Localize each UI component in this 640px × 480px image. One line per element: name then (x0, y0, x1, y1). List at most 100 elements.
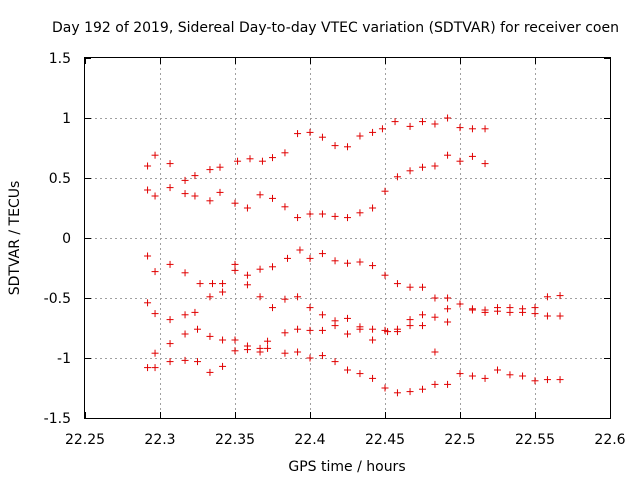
y-tick-label: 0.5 (49, 171, 71, 187)
data-point (369, 325, 377, 333)
data-point (246, 155, 254, 163)
data-point (419, 322, 426, 330)
y-tick-label: -1 (57, 351, 71, 367)
data-point (344, 214, 351, 222)
data-point (356, 132, 364, 140)
data-point (431, 380, 439, 388)
data-point (243, 204, 251, 212)
data-point (468, 306, 476, 314)
data-point (216, 188, 224, 196)
data-point (556, 292, 564, 300)
data-point (206, 293, 214, 301)
y-tick-label: -1.5 (44, 411, 71, 427)
data-point (206, 166, 214, 174)
y-tick-label: 1.5 (49, 51, 71, 67)
data-point (393, 328, 401, 336)
data-point (206, 197, 214, 205)
data-point (406, 316, 414, 324)
data-point (369, 262, 377, 270)
data-point (531, 377, 539, 385)
data-point (181, 311, 189, 319)
data-point (306, 354, 314, 362)
data-point (144, 186, 152, 194)
data-point (318, 326, 326, 334)
data-point (431, 120, 439, 128)
data-point (181, 356, 189, 364)
data-point (269, 154, 276, 162)
data-point (344, 330, 351, 338)
data-point (231, 260, 239, 268)
data-point (151, 310, 159, 318)
data-point (306, 326, 314, 334)
data-point (196, 280, 204, 288)
data-point (264, 337, 272, 345)
data-point (243, 346, 251, 354)
data-point (506, 371, 514, 379)
x-tick-label: 22.6 (594, 432, 625, 448)
data-point (306, 304, 314, 312)
data-point (481, 160, 489, 168)
data-point (506, 308, 514, 316)
data-point (219, 362, 227, 370)
data-point (281, 329, 289, 337)
data-point (331, 212, 339, 220)
x-tick-label: 22.25 (65, 432, 105, 448)
data-point (216, 163, 224, 171)
data-point (468, 372, 476, 380)
data-point (444, 305, 452, 313)
data-point (444, 151, 452, 159)
x-tick-label: 22.4 (294, 432, 325, 448)
data-point (344, 366, 351, 374)
data-point (378, 125, 386, 133)
data-point (294, 293, 302, 301)
data-point (258, 157, 266, 165)
data-point (369, 128, 377, 136)
data-point (543, 293, 551, 301)
data-point (331, 322, 339, 330)
data-point (264, 344, 272, 352)
tick-labels: 22.25 22.3 22.35 22.4 22.45 22.5 22.55 22.6 -1.5… (44, 51, 626, 448)
x-tick-label: 22.3 (144, 432, 175, 448)
data-point (206, 332, 214, 340)
data-point (243, 281, 251, 289)
data-point (181, 190, 189, 198)
data-point (431, 294, 439, 302)
data-point (318, 133, 326, 141)
data-point (206, 368, 214, 376)
data-point (406, 122, 414, 130)
data-point (406, 283, 414, 291)
y-tick-label: -0.5 (44, 291, 71, 307)
data-point (531, 310, 539, 318)
data-point (431, 348, 439, 356)
data-point (331, 257, 339, 265)
data-point (381, 187, 389, 195)
data-point (166, 260, 174, 268)
data-point (543, 312, 551, 320)
data-point (318, 311, 326, 319)
data-point (419, 163, 426, 171)
data-point (234, 157, 242, 165)
data-point (519, 308, 527, 316)
data-point (519, 372, 527, 380)
data-point (269, 194, 276, 202)
data-point (144, 162, 152, 170)
data-point (166, 358, 174, 366)
data-point (194, 358, 201, 366)
data-point (231, 347, 239, 355)
data-point (531, 304, 539, 312)
data-point (181, 176, 189, 184)
data-point (344, 314, 351, 322)
data-point (356, 325, 364, 333)
chart-title: Day 192 of 2019, Sidereal Day-to-day VTE… (52, 20, 619, 36)
data-point (256, 265, 264, 273)
x-tick-label: 22.5 (444, 432, 475, 448)
y-axis-label: SDTVAR / TECUs (7, 181, 23, 296)
data-point (194, 325, 201, 333)
data-point (456, 124, 464, 132)
x-axis-label: GPS time / hours (288, 459, 405, 475)
data-point (494, 366, 501, 374)
data-point (369, 374, 377, 382)
data-point (419, 311, 426, 319)
data-point (481, 125, 489, 133)
data-point (294, 325, 302, 333)
